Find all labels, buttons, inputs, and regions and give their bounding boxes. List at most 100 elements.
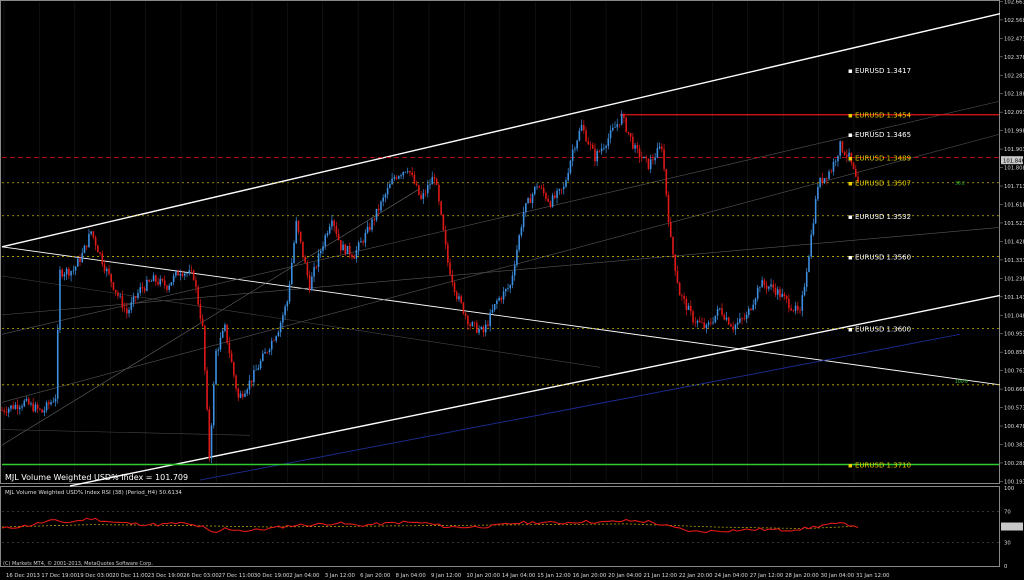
y-tick-label: 101.238 [1004,276,1024,282]
candle-body [340,240,342,251]
candle-body [56,329,59,399]
candle-body [268,349,271,353]
candle-body [542,187,545,193]
trend-line[interactable] [69,294,1001,487]
candle-body [150,281,153,282]
candle-body [507,288,509,290]
candle-body [763,280,766,286]
candle-body [761,280,763,288]
candle-body [65,268,68,275]
candle-body [92,231,95,238]
y-tick-label: 100.763 [1004,369,1024,375]
candle-body [112,282,115,290]
level-label: ▪ EURUSD 1.3560 [848,254,911,262]
trend-line[interactable] [199,333,961,481]
candle-body [266,351,269,353]
level-label: ▪ EURUSD 1.3465 [848,131,911,139]
candle-body [834,161,837,162]
candle-body [705,324,708,328]
candle-body [237,388,240,398]
trend-line[interactable] [1,227,1001,316]
candle-body [489,312,491,326]
candle-body [10,405,12,409]
candle-body [779,289,781,297]
candle-body [355,250,358,259]
candle-body [313,266,315,277]
candle-body [549,201,552,207]
candle-body [794,305,797,311]
candle-body [290,262,293,285]
candle-body [52,401,55,403]
candle-body [215,350,217,385]
candle-body [110,273,113,283]
candle-body [429,184,431,186]
candle-body [308,275,311,291]
candle-body [168,285,170,290]
candle-body [166,285,168,290]
candle-body [460,296,463,303]
candle-body [589,144,592,145]
candle-body [190,270,193,271]
candle-body [362,241,364,243]
candle-body [264,351,266,354]
trend-line[interactable] [1,133,1001,403]
candle-body [772,284,775,288]
candle-body [54,398,57,402]
candle-body [380,201,382,211]
candle-body [718,308,721,310]
trend-line[interactable] [1,12,1001,248]
candle-body [672,237,674,255]
candle-body [1,410,3,411]
candle-body [694,322,697,323]
candle-body [759,287,761,288]
candle-body [531,194,534,203]
trend-line[interactable] [1,246,1001,386]
candle-body [841,141,844,152]
rsi-y-tick-label: 30 [1004,541,1011,547]
trend-line[interactable] [1,275,601,368]
candle-body [808,256,810,273]
candle-body [712,322,714,324]
candle-body [547,198,549,202]
y-tick-label: 100.478 [1004,424,1024,430]
candle-body [369,226,371,230]
candle-body [175,271,177,276]
trend-line[interactable] [1,100,1001,335]
candle-body [596,151,598,162]
candle-body [716,309,719,316]
candle-body [792,310,795,311]
candle-body [839,141,841,156]
candle-body [620,114,623,125]
candle-body [511,275,514,286]
candle-body [819,178,821,188]
candle-body [540,187,543,189]
level-label: ▪ EURUSD 1.3454 [848,112,912,120]
candle-body [638,148,641,158]
candle-body [698,320,701,323]
candle-body [467,315,469,325]
candle-body [424,193,427,194]
candle-body [491,309,494,313]
candle-body [710,322,712,324]
main-pane-title: MJL Volume Weighted USD% Index = 101.709 [5,473,188,482]
y-tick-label: 101.428 [1004,239,1024,245]
candle-body [781,294,784,297]
candle-body [134,296,137,298]
candle-body [727,317,730,325]
candle-body [63,274,66,277]
trend-line[interactable] [1,188,421,446]
candle-body [805,272,808,287]
candle-body [647,158,650,170]
y-tick-label: 100.858 [1004,350,1024,356]
candle-body [754,298,757,305]
candle-body [30,403,32,405]
candle-body [665,169,668,195]
candle-body [230,353,233,363]
candle-body [556,190,558,198]
candle-body [255,369,257,371]
candle-body [293,243,295,263]
candle-body [565,180,567,187]
candle-body [790,308,792,311]
candle-body [516,249,518,266]
